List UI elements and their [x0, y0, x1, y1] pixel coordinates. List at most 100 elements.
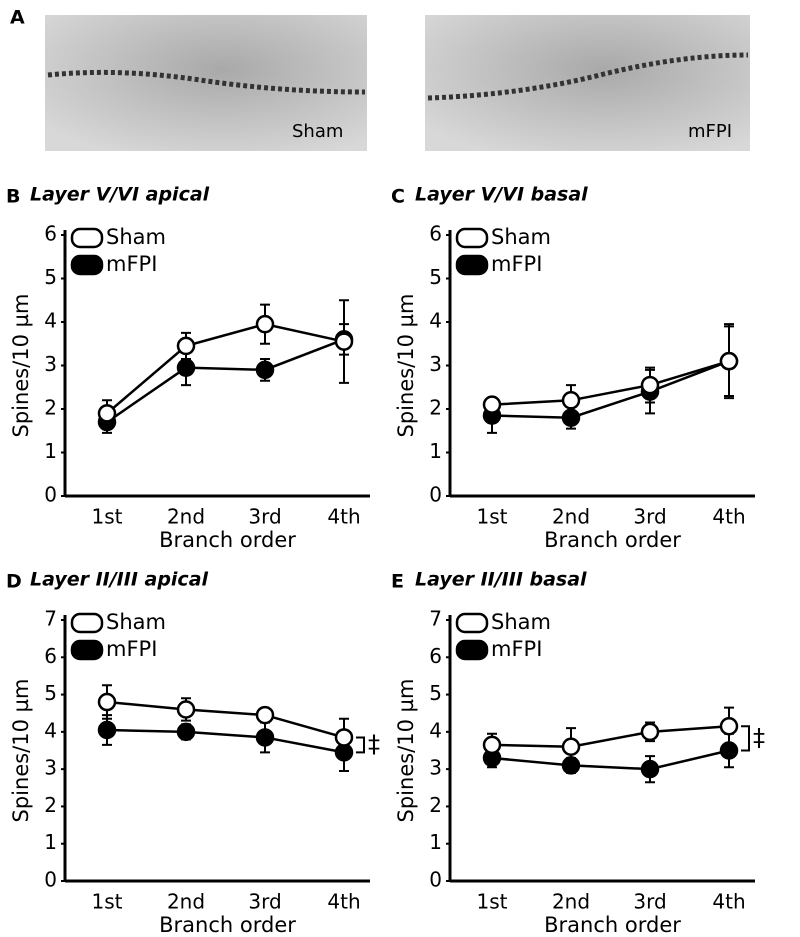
point [176, 358, 196, 377]
point [561, 391, 581, 410]
y-tick-label: 6 [429, 644, 442, 668]
point [640, 375, 660, 395]
panel-letter: C [391, 186, 405, 208]
x-tick-label: 2nd [552, 890, 590, 914]
image-label: Sham [292, 121, 343, 142]
x-tick-label: 2nd [167, 890, 205, 914]
legend-swatch [455, 639, 489, 661]
y-tick-label: 3 [429, 756, 442, 780]
point [97, 720, 117, 740]
annotation: ‡ [753, 723, 765, 751]
micrograph [425, 15, 750, 151]
y-tick-label: 7 [44, 607, 57, 631]
x-tick-label: 3rd [633, 890, 666, 914]
x-tick-label: 4th [327, 505, 360, 529]
x-tick-label: 4th [712, 890, 745, 914]
bracket [356, 736, 365, 754]
x-axis-label: Branch order [544, 528, 681, 552]
legend-label: Sham [106, 610, 166, 634]
legend-swatch [70, 639, 104, 661]
legend-swatch [455, 227, 489, 249]
panel-letter: D [6, 571, 22, 593]
y-tick-label: 4 [44, 309, 57, 333]
y-tick-label: 2 [44, 793, 57, 817]
point [561, 737, 581, 757]
panel-letter: B [6, 186, 20, 208]
point [255, 728, 275, 747]
y-tick-label: 5 [429, 681, 442, 705]
legend-label: Sham [491, 610, 551, 634]
y-axis-label: Spines/10 µm [394, 679, 418, 823]
legend-label: Sham [491, 225, 551, 249]
series-line [491, 749, 730, 771]
point [719, 741, 739, 760]
y-tick-label: 0 [429, 483, 442, 507]
series-line [106, 700, 345, 739]
point [334, 332, 354, 351]
point [97, 692, 117, 712]
legend-swatch [455, 254, 489, 276]
legend-label: mFPI [106, 252, 157, 276]
x-tick-label: 2nd [552, 505, 590, 529]
point [334, 728, 354, 747]
legend-label: Sham [106, 225, 166, 249]
point [97, 404, 117, 423]
point [482, 395, 502, 414]
y-tick-label: 2 [44, 396, 57, 420]
y-tick-label: 4 [429, 309, 442, 333]
y-tick-label: 6 [44, 222, 57, 246]
image-label: mFPI [688, 121, 732, 142]
point [334, 743, 354, 762]
annotation: ‡ [368, 730, 380, 758]
point [176, 700, 196, 719]
point [176, 722, 196, 742]
micrograph [45, 15, 367, 151]
y-tick-label: 0 [44, 483, 57, 507]
series-line [106, 338, 345, 424]
point [561, 756, 581, 775]
x-tick-label: 3rd [248, 505, 281, 529]
chart-title: Layer V/VI basal [415, 184, 588, 206]
y-tick-label: 4 [429, 718, 442, 742]
x-tick-label: 1st [477, 505, 508, 529]
y-tick-label: 5 [429, 265, 442, 289]
panel-letter: A [10, 7, 25, 29]
y-tick-label: 1 [44, 439, 57, 463]
x-tick-label: 2nd [167, 505, 205, 529]
y-tick-label: 7 [429, 607, 442, 631]
y-tick-label: 3 [429, 352, 442, 376]
legend-swatch [455, 612, 489, 634]
y-tick-label: 6 [44, 644, 57, 668]
legend-swatch [70, 612, 104, 634]
point [640, 759, 660, 779]
y-tick-label: 0 [429, 868, 442, 892]
y-tick-label: 1 [429, 830, 442, 854]
chart-panel: B Layer V/VI apical 0 1 2 3 4 5 6 1st 2nd 3rd 4th Bra… [6, 184, 370, 552]
chart-title: Layer II/III apical [30, 569, 209, 591]
point [255, 314, 275, 334]
legend-label: mFPI [491, 252, 542, 276]
y-tick-label: 4 [44, 718, 57, 742]
y-tick-label: 1 [44, 830, 57, 854]
point [482, 735, 502, 755]
legend-label: mFPI [106, 637, 157, 661]
y-tick-label: 5 [44, 681, 57, 705]
series-line [491, 359, 730, 419]
point [255, 360, 275, 380]
x-tick-label: 3rd [248, 890, 281, 914]
y-tick-label: 2 [429, 396, 442, 420]
legend-label: mFPI [491, 637, 542, 661]
bracket [741, 725, 750, 752]
y-axis-label: Spines/10 µm [9, 679, 33, 823]
point [719, 351, 739, 371]
y-tick-label: 5 [44, 265, 57, 289]
y-axis-label: Spines/10 µm [9, 294, 33, 438]
x-tick-label: 1st [92, 505, 123, 529]
x-tick-label: 4th [327, 890, 360, 914]
x-tick-label: 4th [712, 505, 745, 529]
y-tick-label: 2 [429, 793, 442, 817]
point [640, 722, 660, 742]
x-tick-label: 3rd [633, 505, 666, 529]
chart-title: Layer II/III basal [415, 569, 587, 591]
